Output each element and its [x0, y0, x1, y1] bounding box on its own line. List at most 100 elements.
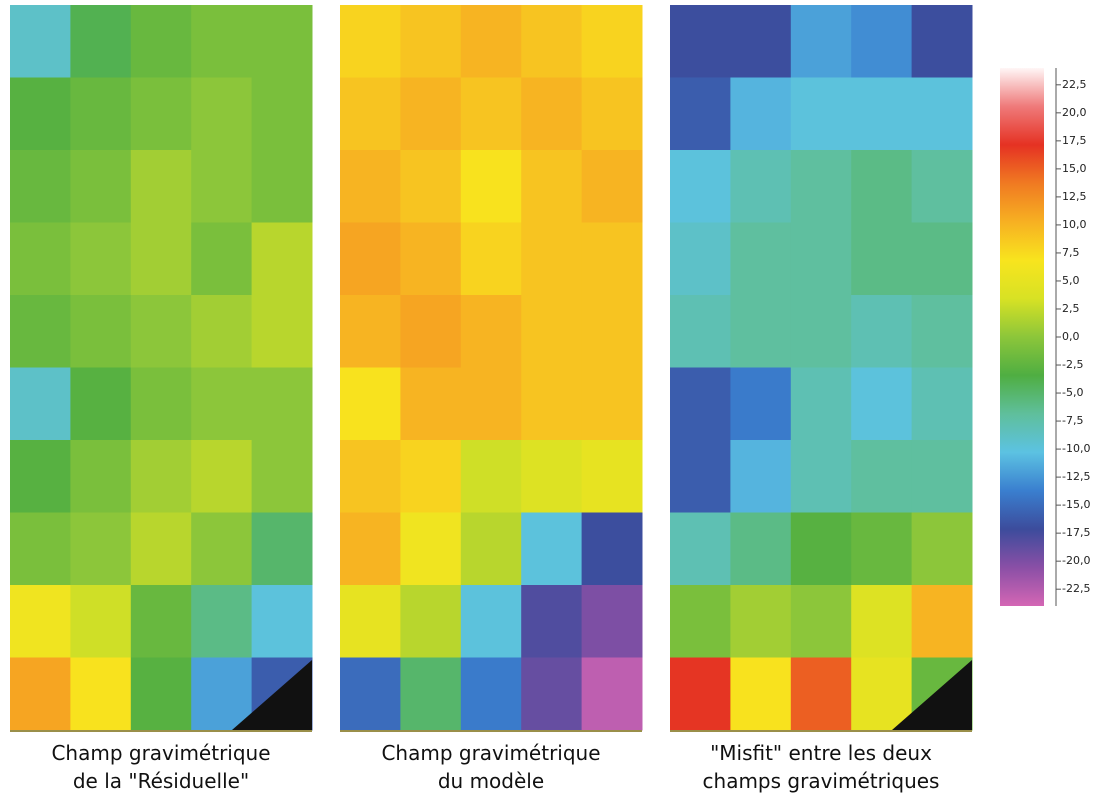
heatmap-cell [851, 585, 913, 658]
heatmap-cell [251, 222, 313, 296]
heatmap-cell [521, 440, 583, 513]
heatmap-cell [340, 440, 401, 513]
map-caption: de la "Résiduelle" [73, 769, 249, 793]
heatmap-cell [10, 440, 71, 513]
heatmap-cell [70, 5, 132, 78]
heatmap-cell [581, 512, 643, 586]
heatmap-cell [790, 367, 852, 441]
heatmap-cell [521, 585, 583, 658]
heatmap-cell [460, 367, 522, 441]
heatmap-cell [400, 440, 462, 513]
heatmap-cell [251, 585, 313, 658]
heatmap-cell [581, 440, 643, 513]
colorbar-tick-label: 5,0 [1062, 274, 1080, 287]
colorbar-tick-label: -5,0 [1062, 386, 1083, 399]
colorbar-tick-label: 20,0 [1062, 106, 1087, 119]
colorbar-tick-label: -10,0 [1062, 442, 1090, 455]
heatmap-cell [251, 440, 313, 513]
heatmap-cell [10, 222, 71, 296]
heatmap-cell [670, 367, 731, 441]
heatmap-cell [911, 367, 973, 441]
heatmap-cell [400, 657, 462, 731]
heatmap-cell [521, 512, 583, 586]
heatmap-cell [191, 5, 253, 78]
heatmap-cell [851, 5, 913, 78]
heatmap-cell [130, 367, 192, 441]
heatmap-cell [670, 440, 731, 513]
heatmap-cell [851, 295, 913, 368]
heatmap-cell [851, 367, 913, 441]
heatmap-cell [521, 367, 583, 441]
heatmap-cell [191, 150, 253, 223]
heatmap-cell [581, 295, 643, 368]
heatmap-cell [581, 5, 643, 78]
heatmap-cell [730, 585, 792, 658]
heatmap-cell [191, 440, 253, 513]
heatmap-panel [670, 5, 973, 731]
heatmap-cell [251, 295, 313, 368]
colorbar-tick-label: 12,5 [1062, 190, 1087, 203]
heatmap-cell [191, 657, 253, 731]
colorbar-tick-label: 0,0 [1062, 330, 1080, 343]
heatmap-cell [911, 440, 973, 513]
heatmap-cell [911, 295, 973, 368]
heatmap-cell [521, 657, 583, 731]
heatmap-cell [10, 150, 71, 223]
heatmap-cell [130, 295, 192, 368]
heatmap-cell [130, 512, 192, 586]
heatmap-cell [581, 77, 643, 151]
heatmap-cell [10, 295, 71, 368]
heatmap-cell [460, 222, 522, 296]
heatmap-cell [790, 512, 852, 586]
heatmap-cell [911, 585, 973, 658]
heatmap-cell [730, 295, 792, 368]
heatmap-cell [10, 5, 71, 78]
heatmap-cell [670, 222, 731, 296]
colorbar-tick-label: -17,5 [1062, 526, 1090, 539]
heatmap-panel [10, 5, 313, 731]
heatmap-cell [730, 367, 792, 441]
heatmap-cell [400, 5, 462, 78]
heatmap-cell [191, 295, 253, 368]
heatmap-cell [790, 77, 852, 151]
heatmap-cell [340, 295, 401, 368]
heatmap-cell [10, 77, 71, 151]
heatmap-cell [130, 150, 192, 223]
heatmap-cell [340, 77, 401, 151]
heatmap-cell [191, 367, 253, 441]
heatmap-cell [730, 440, 792, 513]
heatmap-cell [251, 367, 313, 441]
colorbar-tick-label: -15,0 [1062, 498, 1090, 511]
heatmap-cell [911, 150, 973, 223]
heatmap-cell [10, 367, 71, 441]
heatmap-cell [670, 585, 731, 658]
heatmap-cell [191, 585, 253, 658]
heatmap-cell [521, 222, 583, 296]
heatmap-cell [790, 657, 852, 731]
heatmap-cell [70, 150, 132, 223]
colorbar [1000, 68, 1044, 606]
heatmap-cell [851, 512, 913, 586]
colorbar-tick-label: -2,5 [1062, 358, 1083, 371]
map-caption: champs gravimétriques [703, 769, 940, 793]
heatmap-cell [670, 512, 731, 586]
colorbar-tick-label: 7,5 [1062, 246, 1080, 259]
no-data-corner [232, 660, 312, 730]
heatmap-cell [191, 77, 253, 151]
heatmap-cell [70, 585, 132, 658]
heatmap-cell [10, 585, 71, 658]
map-caption: du modèle [438, 769, 544, 793]
colorbar-tick-label: 22,5 [1062, 78, 1087, 91]
heatmap-cell [851, 657, 913, 731]
heatmap-cell [460, 657, 522, 731]
heatmap-cell [911, 222, 973, 296]
heatmap-cell [460, 585, 522, 658]
heatmap-cell [730, 150, 792, 223]
heatmap-cell [790, 585, 852, 658]
heatmap-cell [460, 440, 522, 513]
heatmap-cell [911, 512, 973, 586]
heatmap-cell [130, 77, 192, 151]
heatmap-cell [70, 512, 132, 586]
heatmap-cell [460, 150, 522, 223]
